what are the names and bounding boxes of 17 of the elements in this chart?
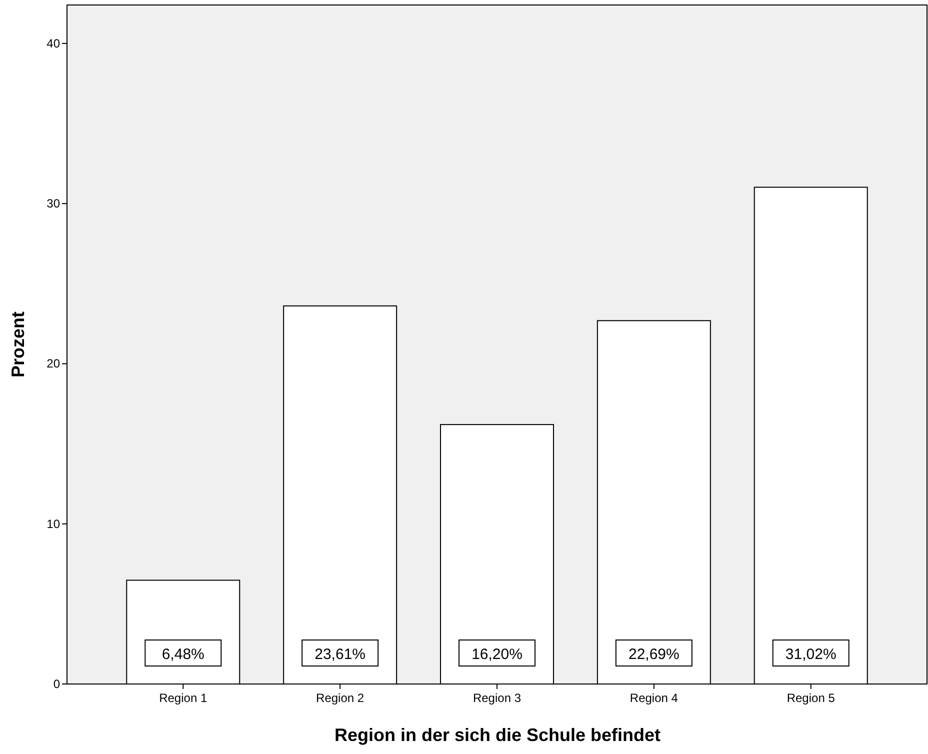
y-tick-label: 40 <box>46 36 60 50</box>
data-label: 16,20% <box>472 646 522 663</box>
data-label: 22,69% <box>628 646 680 663</box>
x-tick-label: Region 3 <box>472 691 522 705</box>
y-axis-title: Prozent <box>8 311 28 378</box>
data-label: 6,48% <box>162 646 204 663</box>
y-tick-label: 30 <box>46 196 60 211</box>
x-tick-label: Region 1 <box>159 691 208 705</box>
x-tick-label: Region 5 <box>786 691 836 705</box>
x-tick-label: Region 2 <box>316 691 364 705</box>
y-tick-label: 20 <box>46 356 60 371</box>
x-axis-title: Region in der sich die Schule befindet <box>334 725 661 745</box>
y-tick-label: 10 <box>46 516 60 531</box>
data-label: 23,61% <box>314 646 366 663</box>
x-tick-label: Region 4 <box>630 691 678 705</box>
data-label: 31,02% <box>785 646 836 663</box>
y-tick-label: 0 <box>53 677 60 691</box>
